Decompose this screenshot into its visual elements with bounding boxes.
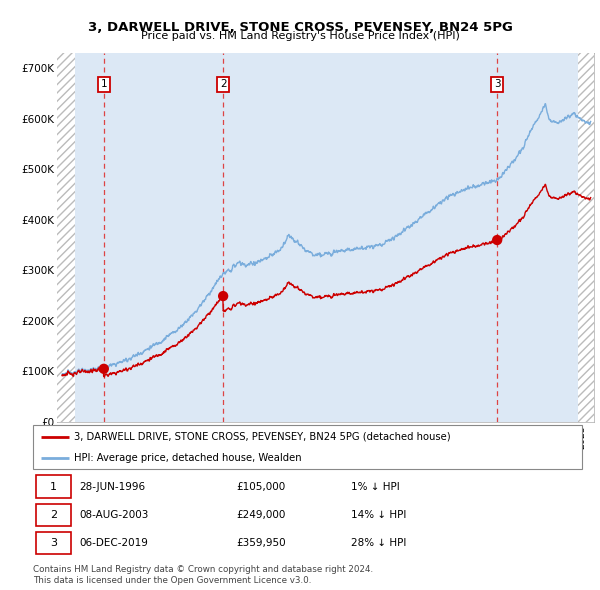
Bar (36, 476, 71, 498)
Text: 28-JUN-1996: 28-JUN-1996 (80, 481, 146, 491)
Text: 3, DARWELL DRIVE, STONE CROSS, PEVENSEY, BN24 5PG (detached house): 3, DARWELL DRIVE, STONE CROSS, PEVENSEY,… (74, 432, 451, 442)
Text: 1% ↓ HPI: 1% ↓ HPI (352, 481, 400, 491)
Text: 28% ↓ HPI: 28% ↓ HPI (352, 538, 407, 548)
Text: £105,000: £105,000 (236, 481, 286, 491)
Text: 2: 2 (220, 80, 226, 90)
Point (493, 235, 502, 245)
Bar (74, 53, 578, 422)
Text: Contains HM Land Registry data © Crown copyright and database right 2024.
This d: Contains HM Land Registry data © Crown c… (33, 565, 373, 585)
Text: 1: 1 (50, 481, 57, 491)
Text: 3: 3 (50, 538, 57, 548)
Text: 14% ↓ HPI: 14% ↓ HPI (352, 510, 407, 520)
Text: 06-DEC-2019: 06-DEC-2019 (80, 538, 149, 548)
Text: HPI: Average price, detached house, Wealden: HPI: Average price, detached house, Weal… (74, 453, 302, 463)
Text: £249,000: £249,000 (236, 510, 286, 520)
Text: 08-AUG-2003: 08-AUG-2003 (80, 510, 149, 520)
Point (218, 291, 228, 301)
Text: 3, DARWELL DRIVE, STONE CROSS, PEVENSEY, BN24 5PG: 3, DARWELL DRIVE, STONE CROSS, PEVENSEY,… (88, 21, 512, 34)
Bar (36, 532, 71, 554)
Bar (36, 504, 71, 526)
Point (99, 364, 109, 373)
Text: Price paid vs. HM Land Registry's House Price Index (HPI): Price paid vs. HM Land Registry's House … (140, 31, 460, 41)
Text: 3: 3 (494, 80, 500, 90)
Bar (57, 53, 74, 422)
Text: £359,950: £359,950 (236, 538, 286, 548)
Bar (578, 53, 594, 422)
Text: 1: 1 (101, 80, 107, 90)
Text: 2: 2 (50, 510, 57, 520)
